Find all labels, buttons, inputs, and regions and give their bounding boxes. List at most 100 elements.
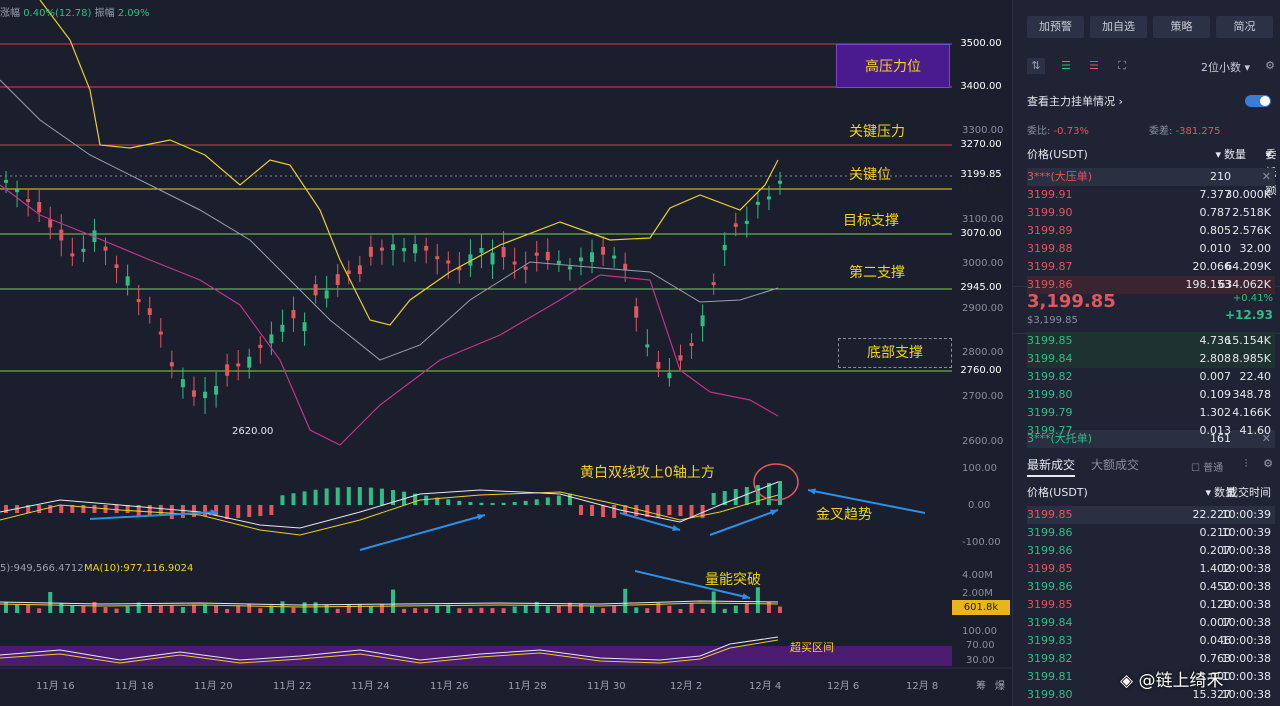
volume-bar bbox=[523, 605, 528, 613]
arrow-annotation-head bbox=[477, 513, 485, 520]
trade-row[interactable]: 3199.83 0.046 10:00:38 bbox=[1027, 632, 1275, 650]
close-icon[interactable]: ✕ bbox=[1261, 432, 1271, 445]
candle-body bbox=[468, 254, 473, 266]
chart-canvas[interactable] bbox=[0, 0, 1012, 706]
watermark-text: @链上绮禾 bbox=[1138, 671, 1224, 691]
checkbox-icon[interactable]: ☐ bbox=[1191, 463, 1200, 474]
price-cell: 3199.82 bbox=[1027, 652, 1073, 665]
volume-bar bbox=[4, 602, 8, 613]
volume-bar bbox=[37, 608, 42, 613]
ask-row[interactable]: 3199.88 0.010 32.00 bbox=[1027, 240, 1275, 258]
trade-row[interactable]: 3199.81 1.000 10:00:38 bbox=[1027, 668, 1275, 686]
book-bids-icon[interactable]: ☰ bbox=[1061, 59, 1071, 72]
tab-latest-trades[interactable]: 最新成交 bbox=[1027, 456, 1076, 477]
candle-body bbox=[623, 263, 628, 270]
candle-body bbox=[645, 344, 650, 348]
volume-axis-label: 4.00M bbox=[962, 570, 993, 581]
precision-select[interactable]: 2位小数 ▾ bbox=[1201, 59, 1250, 75]
watermark: ◈ @链上绮禾 bbox=[1120, 666, 1223, 691]
macd-bar bbox=[258, 505, 263, 516]
macd-bar bbox=[645, 505, 650, 517]
annotation-overbought: 超买区间 bbox=[790, 641, 834, 654]
macd-bar bbox=[567, 493, 572, 505]
annotation-high-pressure: 高压力位 bbox=[836, 44, 950, 88]
trade-row[interactable]: 3199.85 22.220 10:00:39 bbox=[1027, 506, 1275, 524]
volume-bar bbox=[402, 608, 407, 613]
candle-body bbox=[48, 219, 53, 228]
add-watchlist-button[interactable]: 加自选 bbox=[1090, 16, 1147, 38]
bid-row[interactable]: 3199.80 0.109 348.78 bbox=[1027, 386, 1275, 404]
big-ask-row[interactable]: 3***(大压单) 210 ✕ bbox=[1027, 168, 1275, 186]
macd-bar bbox=[203, 505, 208, 516]
bid-row[interactable]: 3199.82 0.007 22.40 bbox=[1027, 368, 1275, 386]
candle-body bbox=[247, 356, 252, 368]
book-both-icon[interactable]: ⇅ bbox=[1027, 58, 1045, 74]
trade-row[interactable]: 3199.85 1.402 10:00:38 bbox=[1027, 560, 1275, 578]
total-cell: 30.000K bbox=[1225, 188, 1271, 201]
chip-button[interactable]: 筹 bbox=[976, 681, 986, 692]
trade-row[interactable]: 3199.86 0.207 10:00:38 bbox=[1027, 542, 1275, 560]
macd-bar bbox=[578, 505, 583, 515]
candle-body bbox=[70, 253, 75, 257]
burst-button[interactable]: 爆 bbox=[995, 681, 1005, 692]
trade-row[interactable]: 3199.82 0.763 10:00:38 bbox=[1027, 650, 1275, 668]
qty-cell: 15.327 bbox=[1192, 688, 1232, 701]
price-axis-label: 3300.00 bbox=[962, 125, 1004, 136]
close-icon[interactable]: ✕ bbox=[1261, 170, 1271, 183]
ask-row[interactable]: 3199.91 7.377 30.000K bbox=[1027, 186, 1275, 204]
candle-body bbox=[158, 331, 163, 335]
volume-bar bbox=[59, 602, 64, 613]
bid-row[interactable]: 3199.85 4.736 15.154K bbox=[1027, 332, 1275, 350]
tab-large-trades[interactable]: 大额成交 bbox=[1091, 458, 1140, 472]
candle-body bbox=[368, 246, 373, 257]
watch-main-orders-link[interactable]: 查看主力挂单情况 › bbox=[1027, 93, 1123, 109]
ask-row[interactable]: 3199.89 0.805 2.576K bbox=[1027, 222, 1275, 240]
bid-row[interactable]: 3199.77 0.013 41.60 bbox=[1027, 422, 1275, 440]
macd-bar bbox=[346, 487, 351, 505]
add-alert-button[interactable]: 加预警 bbox=[1027, 16, 1084, 38]
price-cell: 3199.88 bbox=[1027, 242, 1073, 255]
arrow-annotation bbox=[359, 514, 486, 551]
trade-row[interactable]: 3199.86 0.210 10:00:39 bbox=[1027, 524, 1275, 542]
ask-row[interactable]: 3199.90 0.787 2.518K bbox=[1027, 204, 1275, 222]
trade-row[interactable]: 3199.80 15.327 10:00:38 bbox=[1027, 686, 1275, 704]
bid-row[interactable]: 3199.79 1.302 4.166K bbox=[1027, 404, 1275, 422]
volume-bar bbox=[225, 608, 230, 613]
trade-col-qty[interactable]: 数量(ETH) ▾ bbox=[1141, 484, 1236, 517]
macd-bar bbox=[81, 505, 86, 513]
arrow-annotation-head bbox=[770, 509, 778, 516]
trade-row[interactable]: 3199.85 0.129 10:00:38 bbox=[1027, 596, 1275, 614]
total-cell: 10:00:39 bbox=[1221, 508, 1271, 521]
book-expand-icon[interactable]: ⛶ bbox=[1118, 59, 1126, 72]
candle-body bbox=[545, 251, 550, 261]
volume-bar bbox=[280, 601, 285, 613]
overview-button[interactable]: 简况 bbox=[1216, 16, 1273, 38]
qty-cell: 0.109 bbox=[1199, 388, 1232, 401]
macd-bar bbox=[413, 493, 418, 505]
total-cell: 15.154K bbox=[1225, 334, 1271, 347]
main-orders-toggle[interactable] bbox=[1245, 95, 1271, 107]
trade-row[interactable]: 3199.84 0.007 10:00:38 bbox=[1027, 614, 1275, 632]
kline-chart[interactable]: 涨幅 0.40%(12.78) 振幅 2.09% 3500.00 3400.00… bbox=[0, 0, 1012, 706]
big-bid-row[interactable]: 3***(大托单) 161 ✕ bbox=[1027, 430, 1275, 448]
col-price: 价格(USDT) bbox=[1027, 148, 1088, 161]
strategy-button[interactable]: 策略 bbox=[1153, 16, 1210, 38]
price-axis-label: 2600.00 bbox=[962, 436, 1004, 447]
big-ask-qty: 210 bbox=[1210, 170, 1231, 183]
qty-cell: 0.013 bbox=[1199, 424, 1232, 437]
bid-row[interactable]: 3199.84 2.808 8.985K bbox=[1027, 350, 1275, 368]
trade-row[interactable]: 3199.86 0.452 10:00:38 bbox=[1027, 578, 1275, 596]
level-tag-current: 3199.85 bbox=[960, 169, 1002, 180]
filter-icon[interactable]: ⫶ bbox=[1244, 457, 1248, 470]
annotation-volume-break: 量能突破 bbox=[705, 572, 761, 588]
x-axis-label: 11月 18 bbox=[115, 681, 154, 692]
col-qty[interactable]: 数量 (ETH) ▾ bbox=[1141, 146, 1246, 179]
book-asks-icon[interactable]: ☰ bbox=[1089, 59, 1099, 72]
ask-row[interactable]: 3199.87 20.066 64.209K bbox=[1027, 258, 1275, 276]
settings-icon[interactable]: ⚙ bbox=[1265, 59, 1275, 72]
col-total[interactable]: 委托额 ▾ bbox=[1265, 146, 1276, 197]
volume-bar bbox=[258, 608, 263, 613]
settings-icon[interactable]: ⚙ bbox=[1263, 457, 1273, 470]
ordinary-filter[interactable]: ☐ 普通 bbox=[1191, 459, 1223, 474]
ask-row[interactable]: 3199.86 198.153 634.062K bbox=[1027, 276, 1275, 294]
